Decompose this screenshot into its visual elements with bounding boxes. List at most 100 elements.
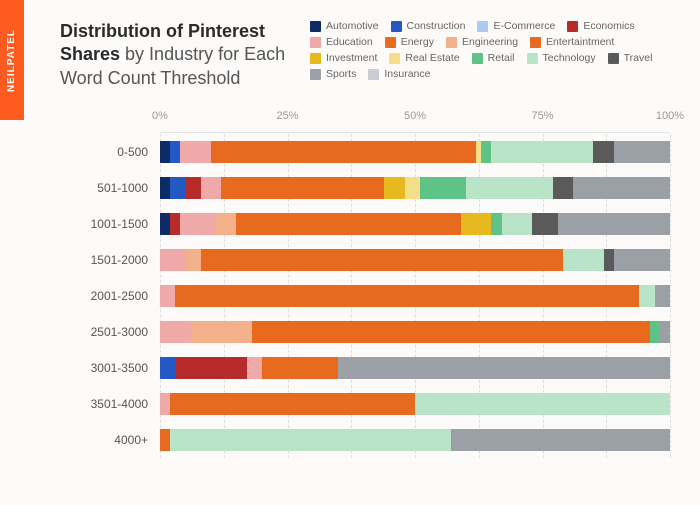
axis-baseline (160, 132, 670, 133)
chart-header: Distribution of Pinterest Shares by Indu… (60, 20, 670, 90)
bar-segment (384, 177, 404, 199)
bar-track (160, 393, 670, 415)
bar-segment (420, 177, 466, 199)
legend-label: Sports (326, 68, 356, 80)
bar-segment (170, 213, 180, 235)
legend-item: Technology (527, 52, 596, 64)
x-axis: 0%25%50%75%100% (60, 110, 670, 134)
legend-item: Travel (608, 52, 653, 64)
x-axis-labels: 0%25%50%75%100% (160, 110, 670, 134)
legend-swatch (310, 21, 321, 32)
bar-segment (415, 393, 670, 415)
bar-segment (216, 213, 236, 235)
bar-segment (170, 177, 185, 199)
legend-swatch (567, 21, 578, 32)
bar-segment (650, 321, 660, 343)
legend-label: Retail (488, 52, 515, 64)
legend-item: Real Estate (389, 52, 459, 64)
legend-swatch (446, 37, 457, 48)
bar-segment (247, 357, 262, 379)
bar-segment (160, 177, 170, 199)
legend-swatch (477, 21, 488, 32)
category-label: 0-500 (60, 145, 160, 159)
bars-container: 0-500 501-1000 1001-1500 1501-2000 2001-2500… (60, 134, 670, 458)
legend-swatch (530, 37, 541, 48)
legend-item: Energy (385, 36, 434, 48)
category-label: 3001-3500 (60, 361, 160, 375)
legend-swatch (608, 53, 619, 64)
bar-row: 4000+ (60, 422, 670, 458)
bar-segment (175, 285, 639, 307)
bar-segment (532, 213, 558, 235)
bar-segment (655, 285, 670, 307)
bar-segment (170, 393, 415, 415)
legend-label: Entertaintment (546, 36, 614, 48)
legend-swatch (527, 53, 538, 64)
legend-item: Investment (310, 52, 377, 64)
bar-segment (461, 213, 492, 235)
bar-track (160, 321, 670, 343)
legend-label: Technology (543, 52, 596, 64)
legend-swatch (385, 37, 396, 48)
category-label: 2001-2500 (60, 289, 160, 303)
bar-row: 2001-2500 (60, 278, 670, 314)
bar-segment (614, 249, 670, 271)
bar-segment (502, 213, 533, 235)
legend-item: Construction (391, 20, 466, 32)
x-tick: 0% (152, 110, 168, 122)
bar-segment (170, 429, 451, 451)
bar-segment (211, 141, 476, 163)
bar-track (160, 285, 670, 307)
legend-swatch (310, 53, 321, 64)
legend-label: E-Commerce (493, 20, 555, 32)
bar-row: 1501-2000 (60, 242, 670, 278)
legend-label: Economics (583, 20, 634, 32)
bar-segment (338, 357, 670, 379)
category-label: 1001-1500 (60, 217, 160, 231)
bar-segment (262, 357, 339, 379)
bar-segment (175, 357, 246, 379)
x-tick: 75% (531, 110, 553, 122)
legend-label: Engineering (462, 36, 518, 48)
bar-segment (481, 141, 491, 163)
x-tick: 25% (276, 110, 298, 122)
category-label: 3501-4000 (60, 397, 160, 411)
bar-track (160, 429, 670, 451)
bar-segment (236, 213, 460, 235)
bar-row: 2501-3000 (60, 314, 670, 350)
legend-label: Insurance (384, 68, 430, 80)
bar-segment (191, 321, 252, 343)
bar-segment (558, 213, 670, 235)
legend-item: Education (310, 36, 373, 48)
bar-track (160, 249, 670, 271)
legend-label: Automotive (326, 20, 379, 32)
bar-segment (604, 249, 614, 271)
bar-row: 3001-3500 (60, 350, 670, 386)
bar-segment (451, 429, 670, 451)
bar-segment (185, 177, 200, 199)
bar-segment (170, 141, 180, 163)
bar-segment (160, 249, 186, 271)
bar-segment (186, 249, 201, 271)
bar-segment (160, 321, 191, 343)
category-label: 501-1000 (60, 181, 160, 195)
legend-item: E-Commerce (477, 20, 555, 32)
legend-item: Entertaintment (530, 36, 614, 48)
chart-area: 0%25%50%75%100% 0-500 501-1000 1001-1500 15… (60, 110, 670, 458)
legend-label: Education (326, 36, 373, 48)
bar-row: 3501-4000 (60, 386, 670, 422)
bar-row: 501-1000 (60, 170, 670, 206)
bar-segment (553, 177, 573, 199)
brand-bar: NEILPATEL (0, 0, 24, 120)
bar-segment (660, 321, 670, 343)
legend-label: Energy (401, 36, 434, 48)
legend-label: Travel (624, 52, 653, 64)
bar-track (160, 177, 670, 199)
legend-swatch (472, 53, 483, 64)
x-tick: 100% (656, 110, 684, 122)
bar-segment (201, 249, 563, 271)
legend-swatch (310, 69, 321, 80)
category-label: 4000+ (60, 433, 160, 447)
bar-row: 0-500 (60, 134, 670, 170)
bar-segment (221, 177, 384, 199)
